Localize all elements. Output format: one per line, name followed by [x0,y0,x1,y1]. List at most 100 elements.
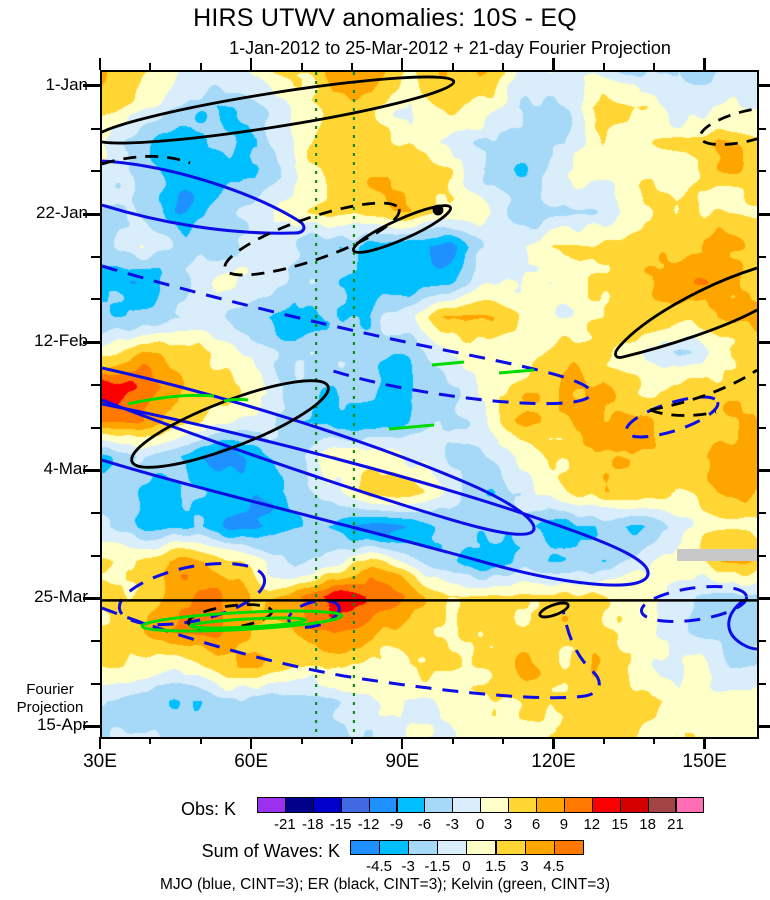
colorbar-boundary-label: 3 [503,816,513,833]
colorbar-boundary-label: -1.5 [424,858,451,875]
y-major-tick [83,84,100,88]
x-tick-label: 150E [682,751,727,772]
y-minor-tick [91,255,100,258]
y-tick-label: 15-Apr [36,715,88,735]
y-tick-label: 25-Mar [34,587,88,607]
colorbar-cell [257,797,286,813]
y-tick-label: 4-Mar [43,459,88,479]
colorbar-boundary-label: 0 [462,858,471,875]
fourier-note-line2: Projection [16,699,84,716]
x-minor-tick [653,737,656,744]
x-minor-tick-top [300,63,303,70]
x-minor-tick-top [451,63,454,70]
y-tick-label: 1-Jan [45,74,88,94]
colorbar-cell [536,797,565,813]
x-tick-label: 30E [83,751,117,772]
y-major-tick [83,596,100,600]
x-major-tick [249,737,253,749]
colorbar-cell [647,797,677,813]
colorbar-boundary-label: 18 [639,816,656,833]
y-minor-tick [91,127,100,130]
y-major-tick-right [757,340,770,344]
y-major-tick [83,724,100,728]
waves-colorbar-title: Sum of Waves: K [201,841,340,861]
y-major-tick-right [757,596,770,600]
y-minor-tick-right [757,383,766,386]
x-tick-label: 120E [531,751,576,772]
x-minor-tick-top [149,63,152,70]
y-major-tick-right [757,212,770,216]
colorbar-cell [466,840,497,855]
colorbar-boundary-label: 9 [559,816,569,833]
colorbar-cell [437,840,468,855]
x-minor-tick [451,737,454,744]
colorbar-boundary-label: 15 [611,816,629,833]
colorbar-cell [508,797,537,813]
x-minor-tick [602,737,605,744]
colorbar-cell [675,797,705,813]
colorbar-cell [312,797,342,813]
y-major-tick [83,212,100,216]
colorbar-cell [480,797,510,813]
colorbar-boundary-label: 6 [531,816,541,833]
x-major-tick-top [249,58,253,70]
x-major-tick-top [98,58,102,70]
y-minor-tick-right [757,682,766,685]
y-minor-tick-right [757,298,766,301]
y-tick-label: 12-Feb [34,331,88,351]
gray-missing-band [677,549,757,561]
y-minor-tick-right [757,127,766,130]
y-minor-tick-right [757,640,766,643]
subtitle: 1-Jan-2012 to 25-Mar-2012 + 21-day Fouri… [229,38,671,58]
y-major-tick [83,468,100,472]
y-minor-tick-right [757,426,766,429]
x-minor-tick [300,737,303,744]
x-minor-tick-top [502,63,505,70]
colorbar-boundary-label: -18 [301,816,324,833]
y-minor-tick [91,554,100,557]
colorbar-boundary-label: -9 [389,816,404,833]
colorbar-boundary-label: 21 [667,816,684,833]
colorbar-cell [350,840,381,855]
y-minor-tick-right [757,554,766,557]
y-minor-tick-right [757,170,766,173]
colorbar-cell [408,840,439,855]
x-major-tick [552,737,555,749]
colorbar-cell [396,797,426,813]
colorbar-boundary-label: -12 [357,816,380,833]
colorbar-boundary-label: -3 [401,858,415,875]
y-minor-tick [91,640,100,643]
colorbar-boundary-label: 4.5 [543,858,565,875]
x-major-tick [98,737,102,749]
y-major-tick [83,340,100,344]
x-major-tick [401,737,404,749]
kelvin-contours [127,360,535,633]
colorbar-boundary-label: -3 [445,816,459,833]
y-minor-tick [91,682,100,685]
page-title: HIRS UTWV anomalies: 10S - EQ [193,4,577,32]
colorbar-boundary-label: -4.5 [366,858,393,875]
x-major-tick-top [703,58,706,70]
colorbar-boundary-label: -21 [274,816,296,833]
colorbar-cell [424,797,454,813]
hovmoller-plot [100,70,759,739]
colorbar-cell [340,797,370,813]
colorbar-cell [368,797,398,813]
x-major-tick [703,737,706,749]
x-minor-tick-top [602,63,605,70]
x-minor-tick [350,737,353,744]
colorbar-boundary-label: -15 [329,816,352,833]
x-major-tick-top [401,58,404,70]
mjo-contours [102,159,757,700]
y-minor-tick-right [757,255,766,258]
y-major-tick-right [757,468,770,472]
x-minor-tick [199,737,202,744]
colorbar-boundary-label: 1.5 [485,858,506,875]
er-negative-contours [102,105,757,631]
x-tick-label: 60E [234,751,269,772]
colorbar-cell [563,797,593,813]
colorbar-cell [495,840,526,855]
y-minor-tick [91,170,100,173]
contour-legend-caption: MJO (blue, CINT=3); ER (black, CINT=3); … [159,876,611,893]
y-minor-tick-right [757,511,766,514]
